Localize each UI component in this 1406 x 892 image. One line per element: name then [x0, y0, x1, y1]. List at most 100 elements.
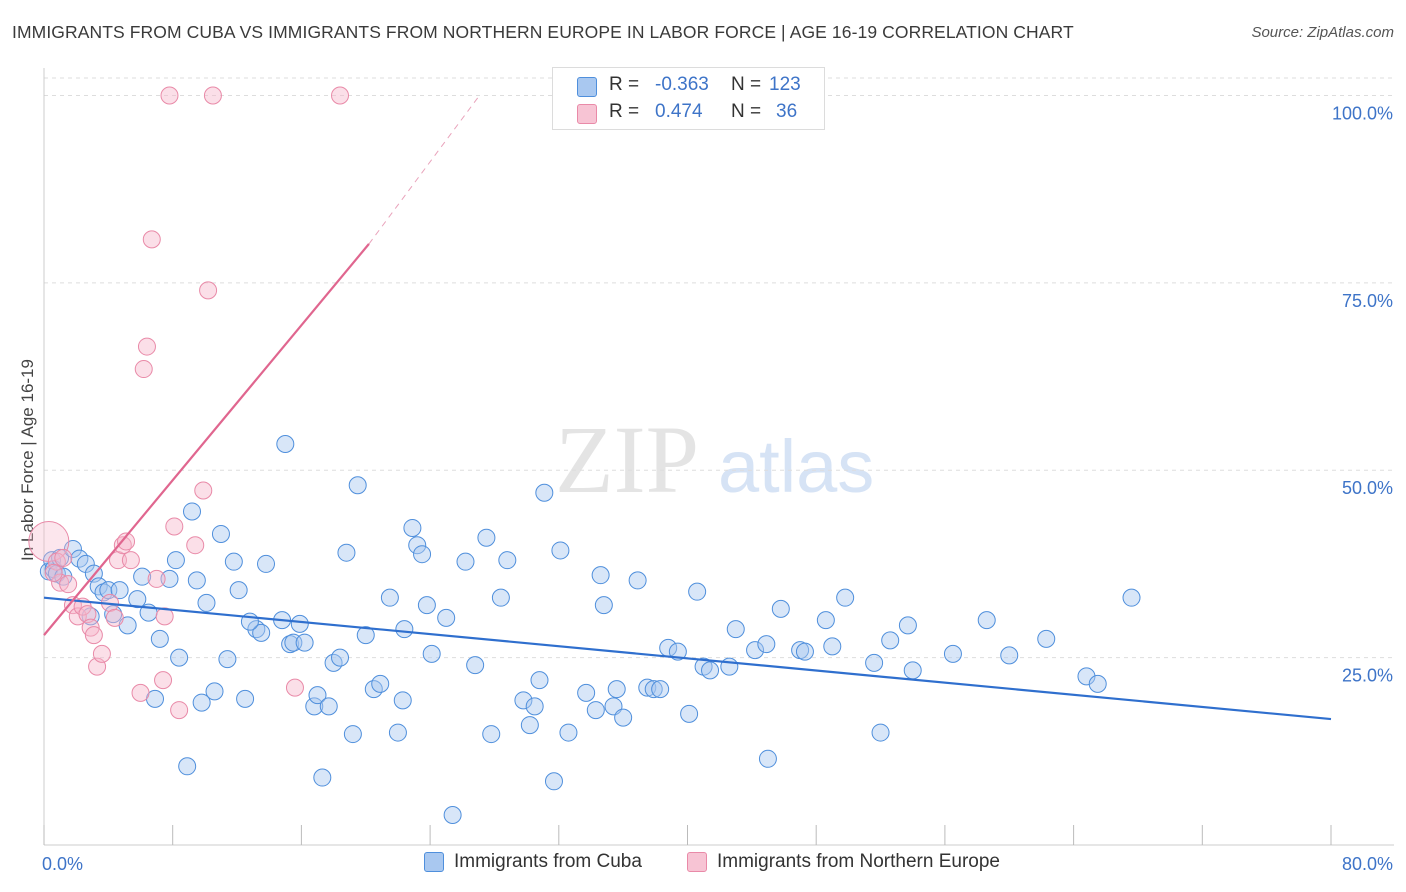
cuba-point: [456, 552, 475, 571]
cuba-point: [380, 588, 399, 607]
cuba-trend-line: [43, 596, 1332, 721]
series-northern-europe-points: [28, 86, 350, 720]
cuba-point: [607, 680, 626, 699]
cuba-point: [308, 686, 327, 705]
cuba-point: [746, 641, 765, 660]
cuba-point: [395, 620, 414, 639]
cuba-point: [525, 697, 544, 716]
x-tick-labels: 0.0% 80.0%: [42, 854, 1393, 874]
northern-europe-trend-line: [43, 243, 370, 636]
cuba-point: [160, 569, 179, 588]
cuba-point: [758, 749, 777, 768]
cuba-point: [1077, 667, 1096, 686]
cuba-point: [701, 661, 720, 680]
northern-europe-point: [105, 608, 124, 627]
northern-europe-point: [54, 548, 73, 567]
northern-europe-point: [194, 481, 213, 500]
northern-europe-trend-extension: [368, 96, 479, 245]
cuba-point: [491, 588, 510, 607]
cuba-point: [530, 671, 549, 690]
cuba-point: [110, 581, 129, 600]
cuba-point: [187, 571, 206, 590]
northern-europe-point: [84, 626, 103, 645]
cuba-point: [229, 581, 248, 600]
cuba-point: [348, 476, 367, 495]
cuba-point: [544, 772, 563, 791]
northern-europe-point: [137, 337, 156, 356]
y-tick-label: 25.0%: [1342, 666, 1393, 686]
cuba-point: [482, 725, 501, 744]
watermark: ZIP atlas: [555, 406, 874, 513]
cuba-point: [551, 541, 570, 560]
legend-item-northern-europe[interactable]: Immigrants from Northern Europe: [687, 851, 1000, 873]
cuba-point: [319, 697, 338, 716]
cuba-point: [977, 611, 996, 630]
cuba-point: [128, 590, 147, 609]
cuba-point: [313, 768, 332, 787]
cuba-point: [337, 543, 356, 562]
northern-europe-point: [78, 605, 97, 624]
watermark-atlas: atlas: [718, 425, 874, 508]
y-tick-labels: 25.0% 50.0% 75.0% 100.0%: [1332, 103, 1393, 685]
northern-europe-point: [134, 360, 153, 379]
northern-europe-point: [154, 671, 173, 690]
cuba-point: [1037, 629, 1056, 648]
northern-europe-point: [131, 683, 150, 702]
cuba-point: [726, 620, 745, 639]
northern-europe-point: [165, 517, 184, 536]
cuba-point: [388, 723, 407, 742]
legend-item-cuba[interactable]: Immigrants from Cuba: [424, 851, 642, 873]
cuba-point: [898, 616, 917, 635]
cuba-point: [205, 682, 224, 701]
cuba-point: [614, 708, 633, 727]
cuba-point: [1000, 646, 1019, 665]
northern-europe-point: [170, 701, 189, 720]
y-tick-label: 75.0%: [1342, 291, 1393, 311]
cuba-point: [594, 596, 613, 615]
cuba-point: [356, 626, 375, 645]
northern-europe-point: [199, 281, 218, 300]
legend-swatch-cuba: [424, 852, 444, 872]
cuba-point: [535, 483, 554, 502]
cuba-point: [192, 693, 211, 712]
cuba-point: [1088, 674, 1107, 693]
y-tick-label: 50.0%: [1342, 478, 1393, 498]
northern-europe-point: [331, 86, 350, 105]
cuba-point: [413, 545, 432, 564]
northern-europe-point: [117, 532, 136, 551]
series-cuba-points: [39, 435, 1141, 825]
legend-label-northern-europe: Immigrants from Northern Europe: [717, 851, 1000, 872]
stats-swatch-northern-europe: [577, 104, 597, 124]
cuba-point: [183, 502, 202, 521]
source-label: Source: ZipAtlas.com: [1251, 24, 1394, 41]
cuba-point: [408, 536, 427, 555]
x-tick-label: 0.0%: [42, 854, 83, 874]
northern-europe-point: [92, 644, 111, 663]
bottom-legend: Immigrants from Cuba Immigrants from Nor…: [0, 851, 1406, 879]
northern-europe-point: [160, 86, 179, 105]
cuba-point: [305, 697, 324, 716]
stats-cuba-n-value: 123: [769, 74, 801, 95]
cuba-point: [498, 551, 517, 570]
cuba-point: [166, 551, 185, 570]
cuba-point: [170, 648, 189, 667]
stats-cuba-r-label: R =: [609, 74, 640, 95]
cuba-point: [178, 757, 197, 776]
cuba-point: [150, 629, 169, 648]
y-axis-label: In Labor Force | Age 16-19: [18, 359, 37, 561]
northern-europe-point: [147, 569, 166, 588]
cuba-point: [94, 583, 113, 602]
trend-lines: [43, 96, 1332, 721]
stats-cuba-r-value: -0.363: [655, 74, 709, 95]
cuba-point: [591, 566, 610, 585]
cuba-point: [211, 524, 230, 543]
cuba-point: [771, 599, 790, 618]
cuba-point: [290, 614, 309, 633]
cuba-point: [252, 623, 271, 642]
cuba-point: [651, 680, 670, 699]
stats-legend-box: R = -0.363 N = 123 R = 0.474 N = 36: [552, 67, 825, 130]
stats-ne-r-value: 0.474: [655, 101, 703, 122]
cuba-point: [668, 642, 687, 661]
cuba-point: [816, 611, 835, 630]
